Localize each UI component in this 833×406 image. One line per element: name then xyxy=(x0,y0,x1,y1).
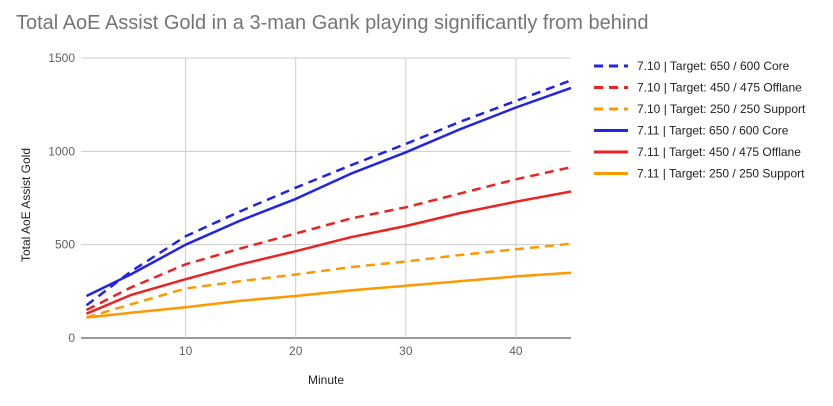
grid xyxy=(81,57,571,339)
series-line-4 xyxy=(85,86,572,298)
legend-label: 7.11 | Target: 250 / 250 Support xyxy=(637,167,805,181)
y-tick-label: 500 xyxy=(55,238,75,252)
series-line-2 xyxy=(85,165,572,312)
series-line-6 xyxy=(86,271,572,319)
y-axis-title: Total AoE Assist Gold xyxy=(19,148,33,262)
legend-label: 7.11 | Target: 450 / 475 Offlane xyxy=(637,145,801,159)
axes: Total AoE Assist Gold Minute 0 500 1000 150… xyxy=(19,51,523,387)
legend-label: 7.10 | Target: 650 / 600 Core xyxy=(637,59,790,73)
series-line-1 xyxy=(85,79,572,307)
x-tick-label: 10 xyxy=(179,344,193,358)
legend-label: 7.10 | Target: 250 / 250 Support xyxy=(637,102,806,116)
series-line-3 xyxy=(86,242,572,319)
x-tick-label: 20 xyxy=(289,344,303,358)
chart-title: Total AoE Assist Gold in a 3-man Gank pl… xyxy=(16,12,649,34)
legend-label: 7.11 | Target: 650 / 600 Core xyxy=(637,124,789,138)
x-axis-title: Minute xyxy=(308,373,344,387)
y-tick-label: 1000 xyxy=(48,144,75,158)
series-line-5 xyxy=(86,190,572,315)
series-lines xyxy=(85,79,572,319)
legend: 7.10 | Target: 650 / 600 Core 7.10 | Targ… xyxy=(594,59,806,181)
y-tick-label: 1500 xyxy=(48,51,75,65)
legend-label: 7.10 | Target: 450 / 475 Offlane xyxy=(637,81,802,95)
x-tick-label: 30 xyxy=(399,344,413,358)
x-tick-label: 40 xyxy=(509,344,523,358)
y-tick-label: 0 xyxy=(68,331,75,345)
